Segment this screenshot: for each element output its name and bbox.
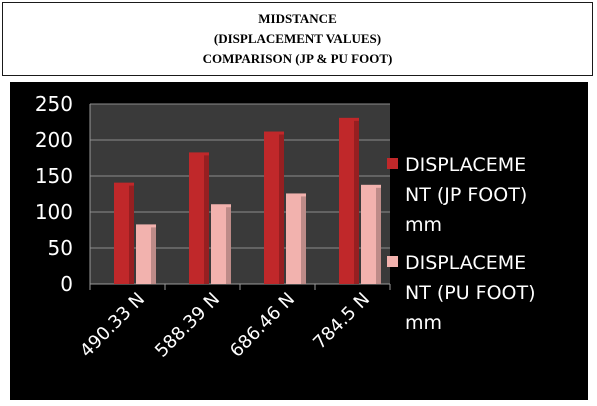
y-tick-label: 150	[35, 164, 73, 188]
bar-side-jp	[129, 184, 134, 284]
y-tick-label: 200	[35, 128, 73, 152]
bar-top-pu	[286, 193, 306, 197]
bar-side-jp	[279, 133, 284, 284]
legend-entry-jp: DISPLACEME NT (JP FOOT) mm	[387, 150, 590, 240]
legend-swatch-pu	[387, 256, 398, 267]
legend-label-jp-line-1: DISPLACEME	[405, 154, 527, 176]
bar-side-pu	[226, 206, 231, 284]
y-tick-label: 50	[48, 236, 73, 260]
title-line-1: MIDSTANCE	[258, 11, 337, 26]
x-tick-label: 784.5 N	[309, 289, 374, 354]
bar-side-jp	[204, 154, 209, 284]
legend-swatch-jp	[387, 158, 398, 169]
title-line-3: COMPARISON (JP & PU FOOT)	[202, 51, 393, 66]
legend-label-jp-line-3: mm	[405, 214, 443, 236]
x-tick-label: 490.33 N	[76, 289, 149, 362]
bar-top-pu	[361, 184, 381, 188]
chart-title: MIDSTANCE (DISPLACEMENT VALUES) COMPARIS…	[2, 2, 593, 76]
legend-label-pu-line-2: NT (PU FOOT)	[405, 282, 536, 304]
legend-entry-pu: DISPLACEME NT (PU FOOT) mm	[387, 248, 590, 338]
legend-label-pu-line-3: mm	[405, 312, 443, 334]
title-line-2: (DISPLACEMENT VALUES)	[213, 31, 382, 46]
x-tick-label: 686.46 N	[226, 289, 299, 362]
bar-side-pu	[301, 195, 306, 284]
y-tick-label: 250	[35, 92, 73, 116]
x-tick-label: 588.39 N	[151, 289, 224, 362]
bar-top-pu	[211, 204, 231, 208]
bar-top-jp	[114, 182, 134, 186]
bar-top-pu	[136, 224, 156, 228]
bar-top-jp	[339, 117, 359, 121]
legend-label-pu-line-1: DISPLACEME	[405, 252, 527, 274]
bar-side-jp	[354, 119, 359, 284]
y-tick-label: 0	[60, 272, 73, 296]
legend-label-jp-line-2: NT (JP FOOT)	[405, 184, 528, 206]
bar-side-pu	[151, 226, 156, 284]
bar-top-jp	[264, 131, 284, 135]
y-tick-label: 100	[35, 200, 73, 224]
bar-side-pu	[376, 186, 381, 284]
bar-top-jp	[189, 152, 209, 156]
